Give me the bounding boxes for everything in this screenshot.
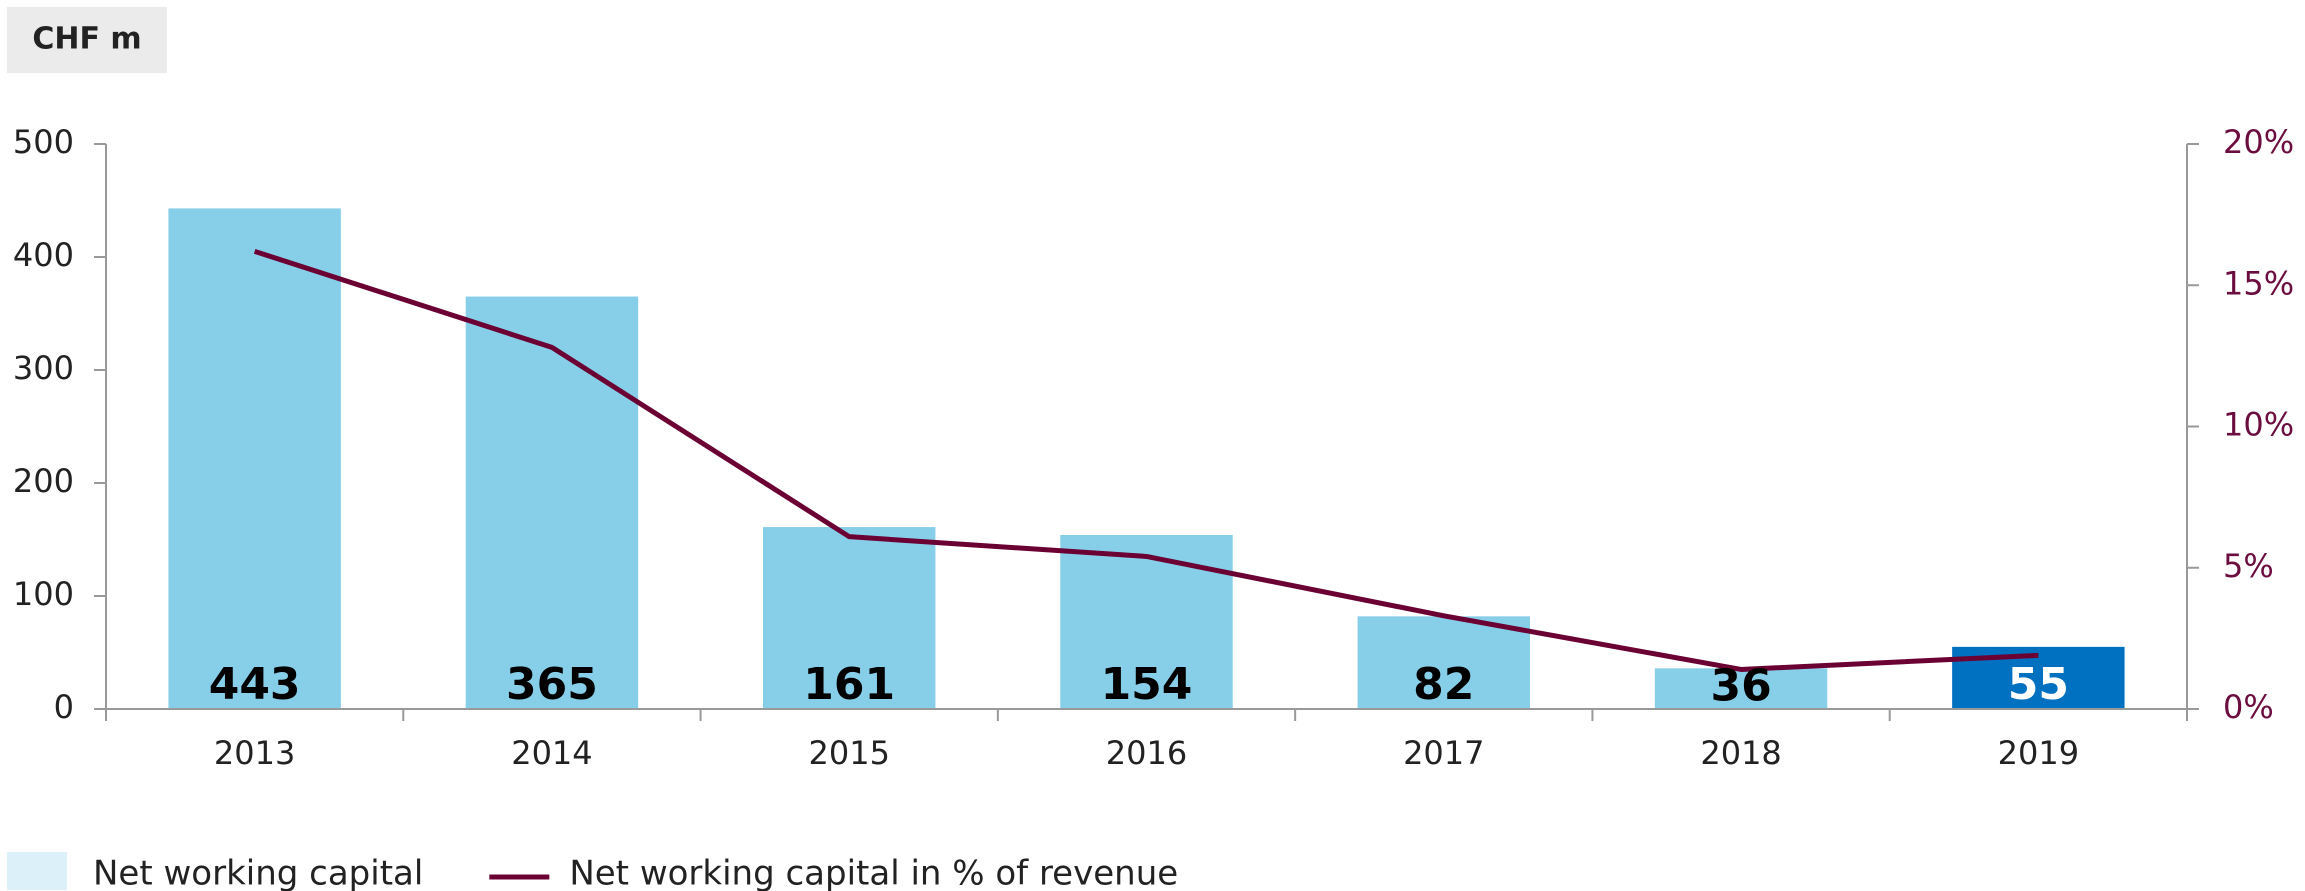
value-label: 82 — [1413, 659, 1474, 710]
y-tick-label: 500 — [13, 123, 74, 161]
legend-swatch — [7, 852, 67, 890]
bar — [763, 527, 936, 709]
y2-tick-label: 5% — [2223, 547, 2274, 585]
unit-label: CHF m — [32, 22, 141, 57]
value-label: 365 — [506, 659, 598, 710]
bar — [1654, 668, 1828, 709]
unit-box — [7, 7, 167, 73]
line — [253, 248, 2039, 672]
y-tick-label: 100 — [13, 575, 74, 613]
value-label: 154 — [1101, 659, 1193, 710]
y-tick-label: 200 — [13, 462, 74, 500]
x-tick-label: 2018 — [1700, 734, 1781, 772]
value-label: 443 — [209, 659, 301, 710]
y2-tick-label: 0% — [2223, 688, 2274, 726]
x-tick-label: 2016 — [1106, 734, 1187, 772]
x-tick-label: 2019 — [1998, 734, 2079, 772]
y-tick-label: 300 — [13, 349, 74, 387]
value-label: 161 — [803, 659, 895, 710]
x-tick-label: 2013 — [214, 734, 295, 772]
y-tick-label: 0 — [54, 688, 74, 726]
legend-label: Net working capital — [93, 854, 423, 891]
y2-tick-label: 10% — [2223, 406, 2294, 444]
value-label: 36 — [1710, 661, 1771, 712]
bar — [465, 296, 639, 709]
y2-tick-label: 20% — [2223, 123, 2294, 161]
legend-label: Net working capital in % of revenue — [569, 854, 1178, 891]
y-tick-label: 400 — [13, 236, 74, 274]
x-tick-label: 2017 — [1403, 734, 1484, 772]
bar — [168, 208, 341, 709]
x-tick-label: 2015 — [808, 734, 889, 772]
bar — [1357, 616, 1530, 709]
y2-tick-label: 15% — [2223, 264, 2294, 302]
value-label: 55 — [2008, 659, 2069, 710]
bar — [1060, 534, 1233, 709]
x-tick-label: 2014 — [511, 734, 592, 772]
